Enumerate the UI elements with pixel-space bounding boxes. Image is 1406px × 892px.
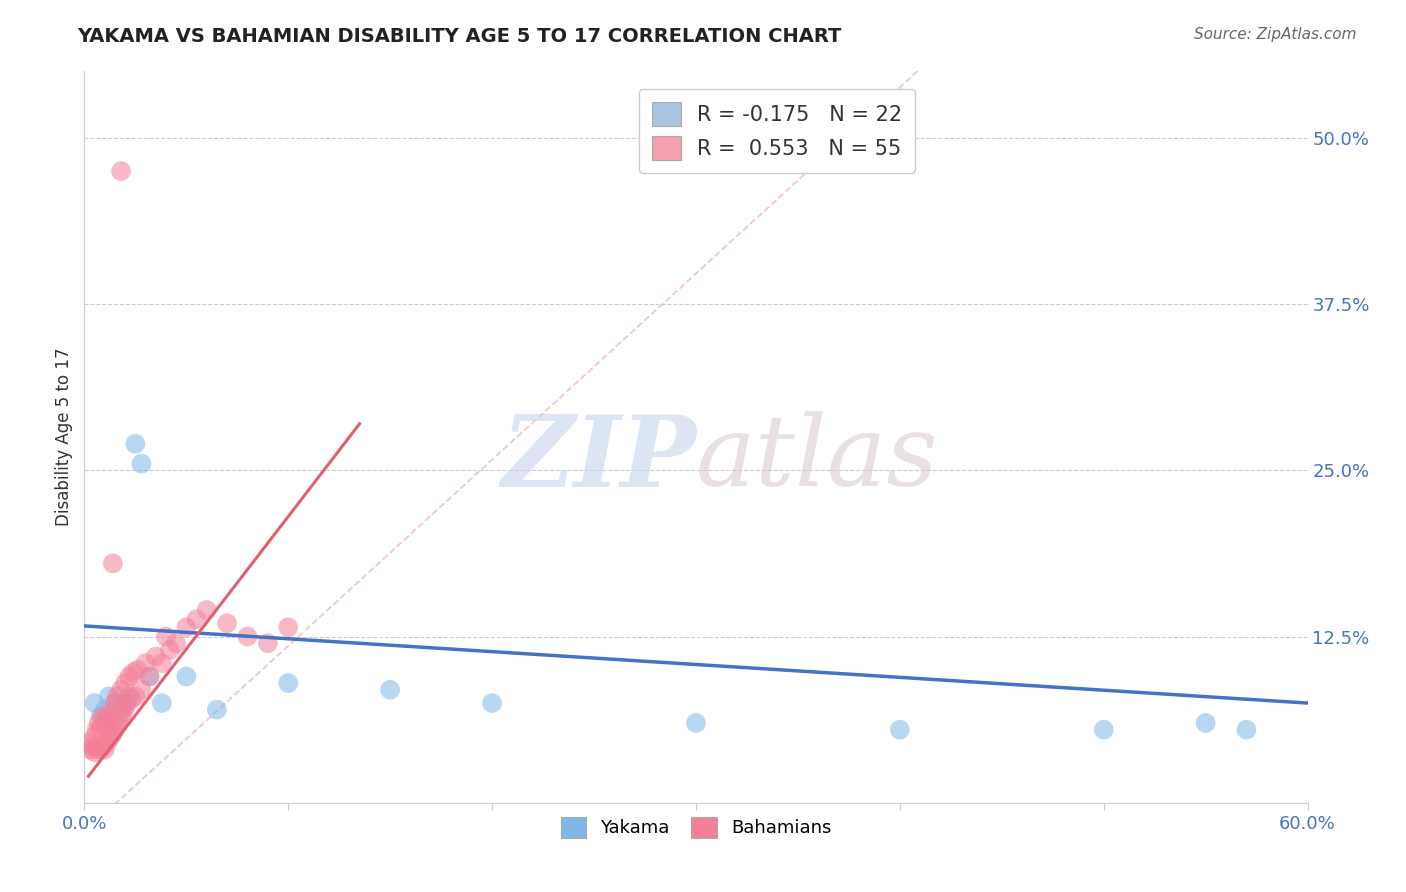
Point [110, 709, 132, 723]
Point [83, 729, 105, 743]
Point [124, 436, 146, 450]
Point [138, 669, 160, 683]
Point [889, 723, 911, 737]
Text: Source: ZipAtlas.com: Source: ZipAtlas.com [1194, 27, 1357, 42]
Point [110, 703, 132, 717]
Point [124, 690, 146, 704]
Point [217, 616, 239, 631]
Point [150, 696, 173, 710]
Point [195, 603, 218, 617]
Point [174, 669, 197, 683]
Point [101, 557, 124, 571]
Point [150, 656, 173, 670]
Point [122, 665, 145, 680]
Point [108, 716, 131, 731]
Point [96, 714, 118, 728]
Point [96, 736, 118, 750]
Point [1236, 723, 1258, 737]
Point [90, 742, 112, 756]
Text: ZIP: ZIP [501, 411, 696, 508]
Point [205, 703, 228, 717]
Point [86, 723, 108, 737]
Point [236, 630, 259, 644]
Point [93, 716, 115, 731]
Point [127, 663, 149, 677]
Point [115, 696, 138, 710]
Point [104, 696, 127, 710]
Point [159, 643, 181, 657]
Point [685, 716, 707, 731]
Point [90, 709, 112, 723]
Point [105, 690, 128, 704]
Point [186, 612, 208, 626]
Point [83, 745, 105, 759]
Point [90, 723, 112, 737]
Point [131, 682, 153, 697]
Point [114, 676, 136, 690]
Point [138, 669, 160, 683]
Point [91, 739, 114, 754]
Point [155, 630, 177, 644]
Point [77, 736, 100, 750]
Point [112, 706, 135, 720]
Point [120, 692, 142, 706]
Text: YAKAMA VS BAHAMIAN DISABILITY AGE 5 TO 17 CORRELATION CHART: YAKAMA VS BAHAMIAN DISABILITY AGE 5 TO 1… [77, 27, 842, 45]
Point [110, 682, 132, 697]
Point [100, 706, 122, 720]
Legend: Yakama, Bahamians: Yakama, Bahamians [554, 810, 838, 845]
Point [101, 726, 124, 740]
Point [97, 709, 120, 723]
Point [87, 739, 110, 754]
Point [145, 649, 167, 664]
Point [131, 457, 153, 471]
Point [114, 696, 136, 710]
Point [86, 742, 108, 756]
Text: atlas: atlas [696, 411, 939, 507]
Point [118, 690, 141, 704]
Point [100, 729, 122, 743]
Point [1195, 716, 1218, 731]
Point [83, 696, 105, 710]
Point [93, 703, 115, 717]
Point [165, 636, 187, 650]
Point [79, 742, 101, 756]
Point [135, 656, 157, 670]
Point [104, 723, 127, 737]
Y-axis label: Disability Age 5 to 17: Disability Age 5 to 17 [55, 348, 73, 526]
Point [114, 700, 136, 714]
Point [277, 676, 299, 690]
Point [174, 620, 197, 634]
Point [87, 716, 110, 731]
Point [481, 696, 503, 710]
Point [257, 636, 280, 650]
Point [380, 682, 402, 697]
Point [97, 690, 120, 704]
Point [277, 620, 299, 634]
Point [91, 709, 114, 723]
Point [118, 669, 141, 683]
Point [1092, 723, 1115, 737]
Point [93, 742, 115, 756]
Point [110, 164, 132, 178]
Point [104, 696, 127, 710]
Point [105, 719, 128, 733]
Point [82, 739, 104, 754]
Point [97, 731, 120, 746]
